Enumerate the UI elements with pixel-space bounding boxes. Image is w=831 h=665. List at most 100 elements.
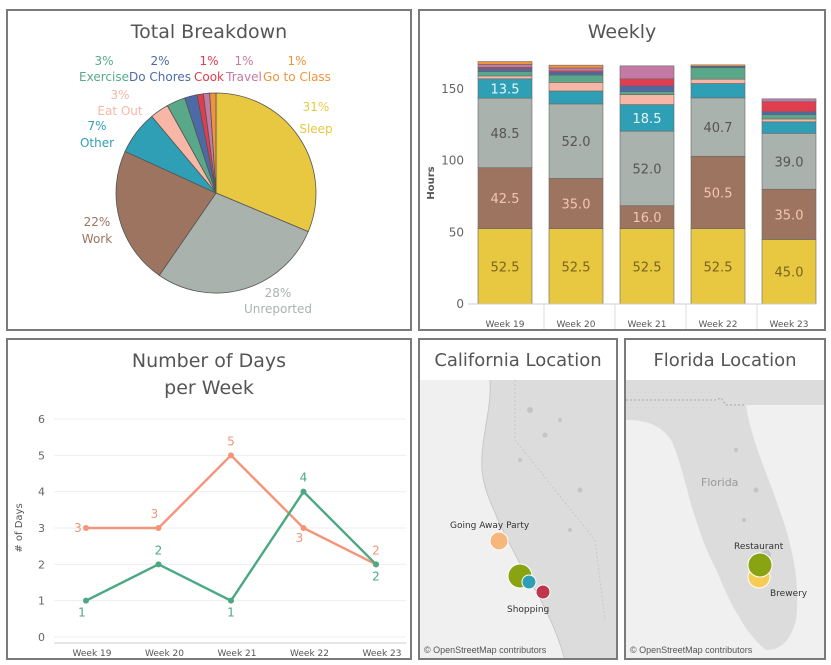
line-y-tick: 4 [38, 486, 45, 499]
line-point[interactable] [155, 525, 162, 531]
map-state-border [514, 380, 606, 621]
california-map[interactable]: Going Away Party Shopping [420, 380, 616, 660]
going-away-party-marker[interactable] [489, 531, 509, 551]
line-x-tick: Week 22 [290, 649, 329, 658]
bar-segment-exercise[interactable] [690, 67, 746, 80]
bar-value-label: 52.0 [633, 162, 662, 177]
pie-slice-go-to-class[interactable] [209, 92, 217, 194]
florida-title: Florida Location [653, 350, 797, 371]
bar-segment-do-chores[interactable] [761, 111, 817, 115]
line-point-label: 3 [74, 521, 82, 535]
weekly-bar-chart[interactable]: 0 50 100 150 Hours 52.5 42.5 48.5 13.5 Week 19 52.… [420, 11, 824, 329]
line-y-tick: 6 [38, 413, 45, 426]
bar-segment-eat-out[interactable] [477, 75, 533, 80]
bar-y-tick: 50 [449, 225, 464, 239]
bar-segment-work[interactable] [548, 178, 604, 229]
bar-segment-work[interactable] [761, 188, 817, 240]
bar-segment-work[interactable] [690, 155, 746, 229]
bar-value-label: 48.5 [491, 127, 520, 142]
bar-segment-unreported[interactable] [477, 97, 533, 169]
bar-segment-eat-out[interactable] [761, 118, 817, 123]
bar-segment-exercise[interactable] [548, 74, 604, 83]
shopping-label: Shopping [507, 605, 549, 615]
bar-segment-other[interactable] [548, 90, 604, 105]
bar-value-label: 50.5 [704, 186, 733, 201]
bar-segment-other[interactable] [619, 104, 675, 132]
line-series-1[interactable] [85, 489, 377, 603]
line-point[interactable] [228, 597, 234, 604]
bar-segment-eat-out[interactable] [548, 82, 604, 92]
bar-segment-go-to-class[interactable] [477, 61, 533, 65]
bar-segment-travel[interactable] [761, 98, 817, 103]
pie-percent-label-unreported: 28% [265, 286, 292, 300]
bar-segment-travel[interactable] [477, 64, 533, 68]
bar-segment-work[interactable] [477, 167, 533, 229]
line-point[interactable] [300, 488, 307, 495]
bar-segment-eat-out[interactable] [690, 78, 746, 84]
bar-x-tick: Week 19 [486, 320, 525, 329]
line-point[interactable] [373, 561, 379, 568]
bar-value-label: 52.5 [704, 260, 733, 275]
bar-value-label: 40.7 [704, 121, 733, 136]
bar-segment-cook[interactable] [761, 101, 817, 113]
bar-x-tick: Week 23 [770, 320, 809, 329]
map-coastline [481, 380, 565, 658]
bar-segment-other[interactable] [690, 83, 746, 99]
bar-x-tick: Week 22 [699, 320, 738, 329]
bar-segment-cook[interactable] [619, 78, 675, 87]
bar-segment-travel[interactable] [619, 65, 675, 80]
bar-value-label: 35.0 [562, 198, 591, 213]
line-point-label: 2 [372, 543, 380, 557]
bar-segment-unreported[interactable] [548, 103, 604, 179]
line-point-label: 2 [155, 543, 163, 557]
bar-value-label: 42.5 [491, 192, 520, 207]
pie-name-label-sleep: Sleep [299, 122, 332, 136]
pie-name-label-do-chores: Do Chores [129, 70, 191, 84]
days-line-chart[interactable]: 0 1 2 3 4 5 6 # of Days 3 3 5 3 2 1 2 1 4 2 Week 19 Week 20… [8, 340, 410, 658]
pie-chart[interactable]: 31% Sleep 28% Unreported 22% Work 7% Other 3% Eat… [8, 11, 410, 329]
florida-attribution[interactable]: © OpenStreetMap contributors [630, 645, 753, 655]
shopping-marker[interactable] [535, 584, 551, 600]
bar-segment-exercise[interactable] [761, 114, 817, 120]
florida-state-label: Florida [701, 476, 738, 489]
bar-segment-do-chores[interactable] [619, 85, 675, 92]
line-point-label: 2 [372, 569, 380, 583]
line-point[interactable] [83, 525, 89, 531]
line-series-0[interactable] [86, 453, 377, 566]
bar-segment-unreported[interactable] [690, 97, 746, 157]
bar-segment-sleep[interactable] [690, 228, 746, 305]
bar-value-label: 52.5 [562, 260, 591, 275]
florida-map[interactable]: Florida Restaurant Brewery [626, 380, 824, 660]
pie-slice-unreported[interactable] [158, 192, 309, 294]
line-y-tick: 0 [38, 631, 45, 644]
line-y-tick: 3 [38, 522, 45, 535]
bar-segment-go-to-class[interactable] [548, 64, 604, 69]
bar-segment-exercise[interactable] [619, 91, 675, 95]
pie-name-label-other: Other [80, 136, 114, 150]
line-point[interactable] [228, 452, 234, 459]
pie-name-label-cook: Cook [194, 70, 224, 84]
bar-segment-eat-out[interactable] [619, 94, 675, 105]
bar-segment-unreported[interactable] [619, 130, 675, 207]
bar-segment-do-chores[interactable] [548, 72, 604, 76]
bar-segment-sleep[interactable] [619, 228, 675, 305]
pie-slice-sleep[interactable] [215, 92, 317, 233]
line-point-label: 1 [227, 606, 235, 620]
restaurant-marker[interactable] [747, 552, 773, 578]
bar-segment-travel[interactable] [548, 67, 604, 72]
location-marker-teal[interactable] [521, 574, 537, 590]
pie-name-label-work: Work [82, 232, 112, 246]
california-attribution[interactable]: © OpenStreetMap contributors [424, 645, 547, 655]
line-point[interactable] [300, 525, 307, 531]
bar-y-tick: 100 [441, 154, 464, 168]
pie-slice-work[interactable] [115, 150, 217, 276]
bar-segment-exercise[interactable] [477, 71, 533, 77]
line-point[interactable] [83, 597, 89, 604]
bar-segment-unreported[interactable] [761, 132, 817, 190]
bar-segment-other[interactable] [761, 121, 817, 134]
pie-percent-label-go-to-class: 1% [287, 54, 306, 68]
bar-segment-do-chores[interactable] [477, 68, 533, 72]
bar-segment-go-to-class[interactable] [690, 64, 746, 67]
line-point[interactable] [155, 561, 162, 568]
map-lakes [518, 407, 583, 532]
